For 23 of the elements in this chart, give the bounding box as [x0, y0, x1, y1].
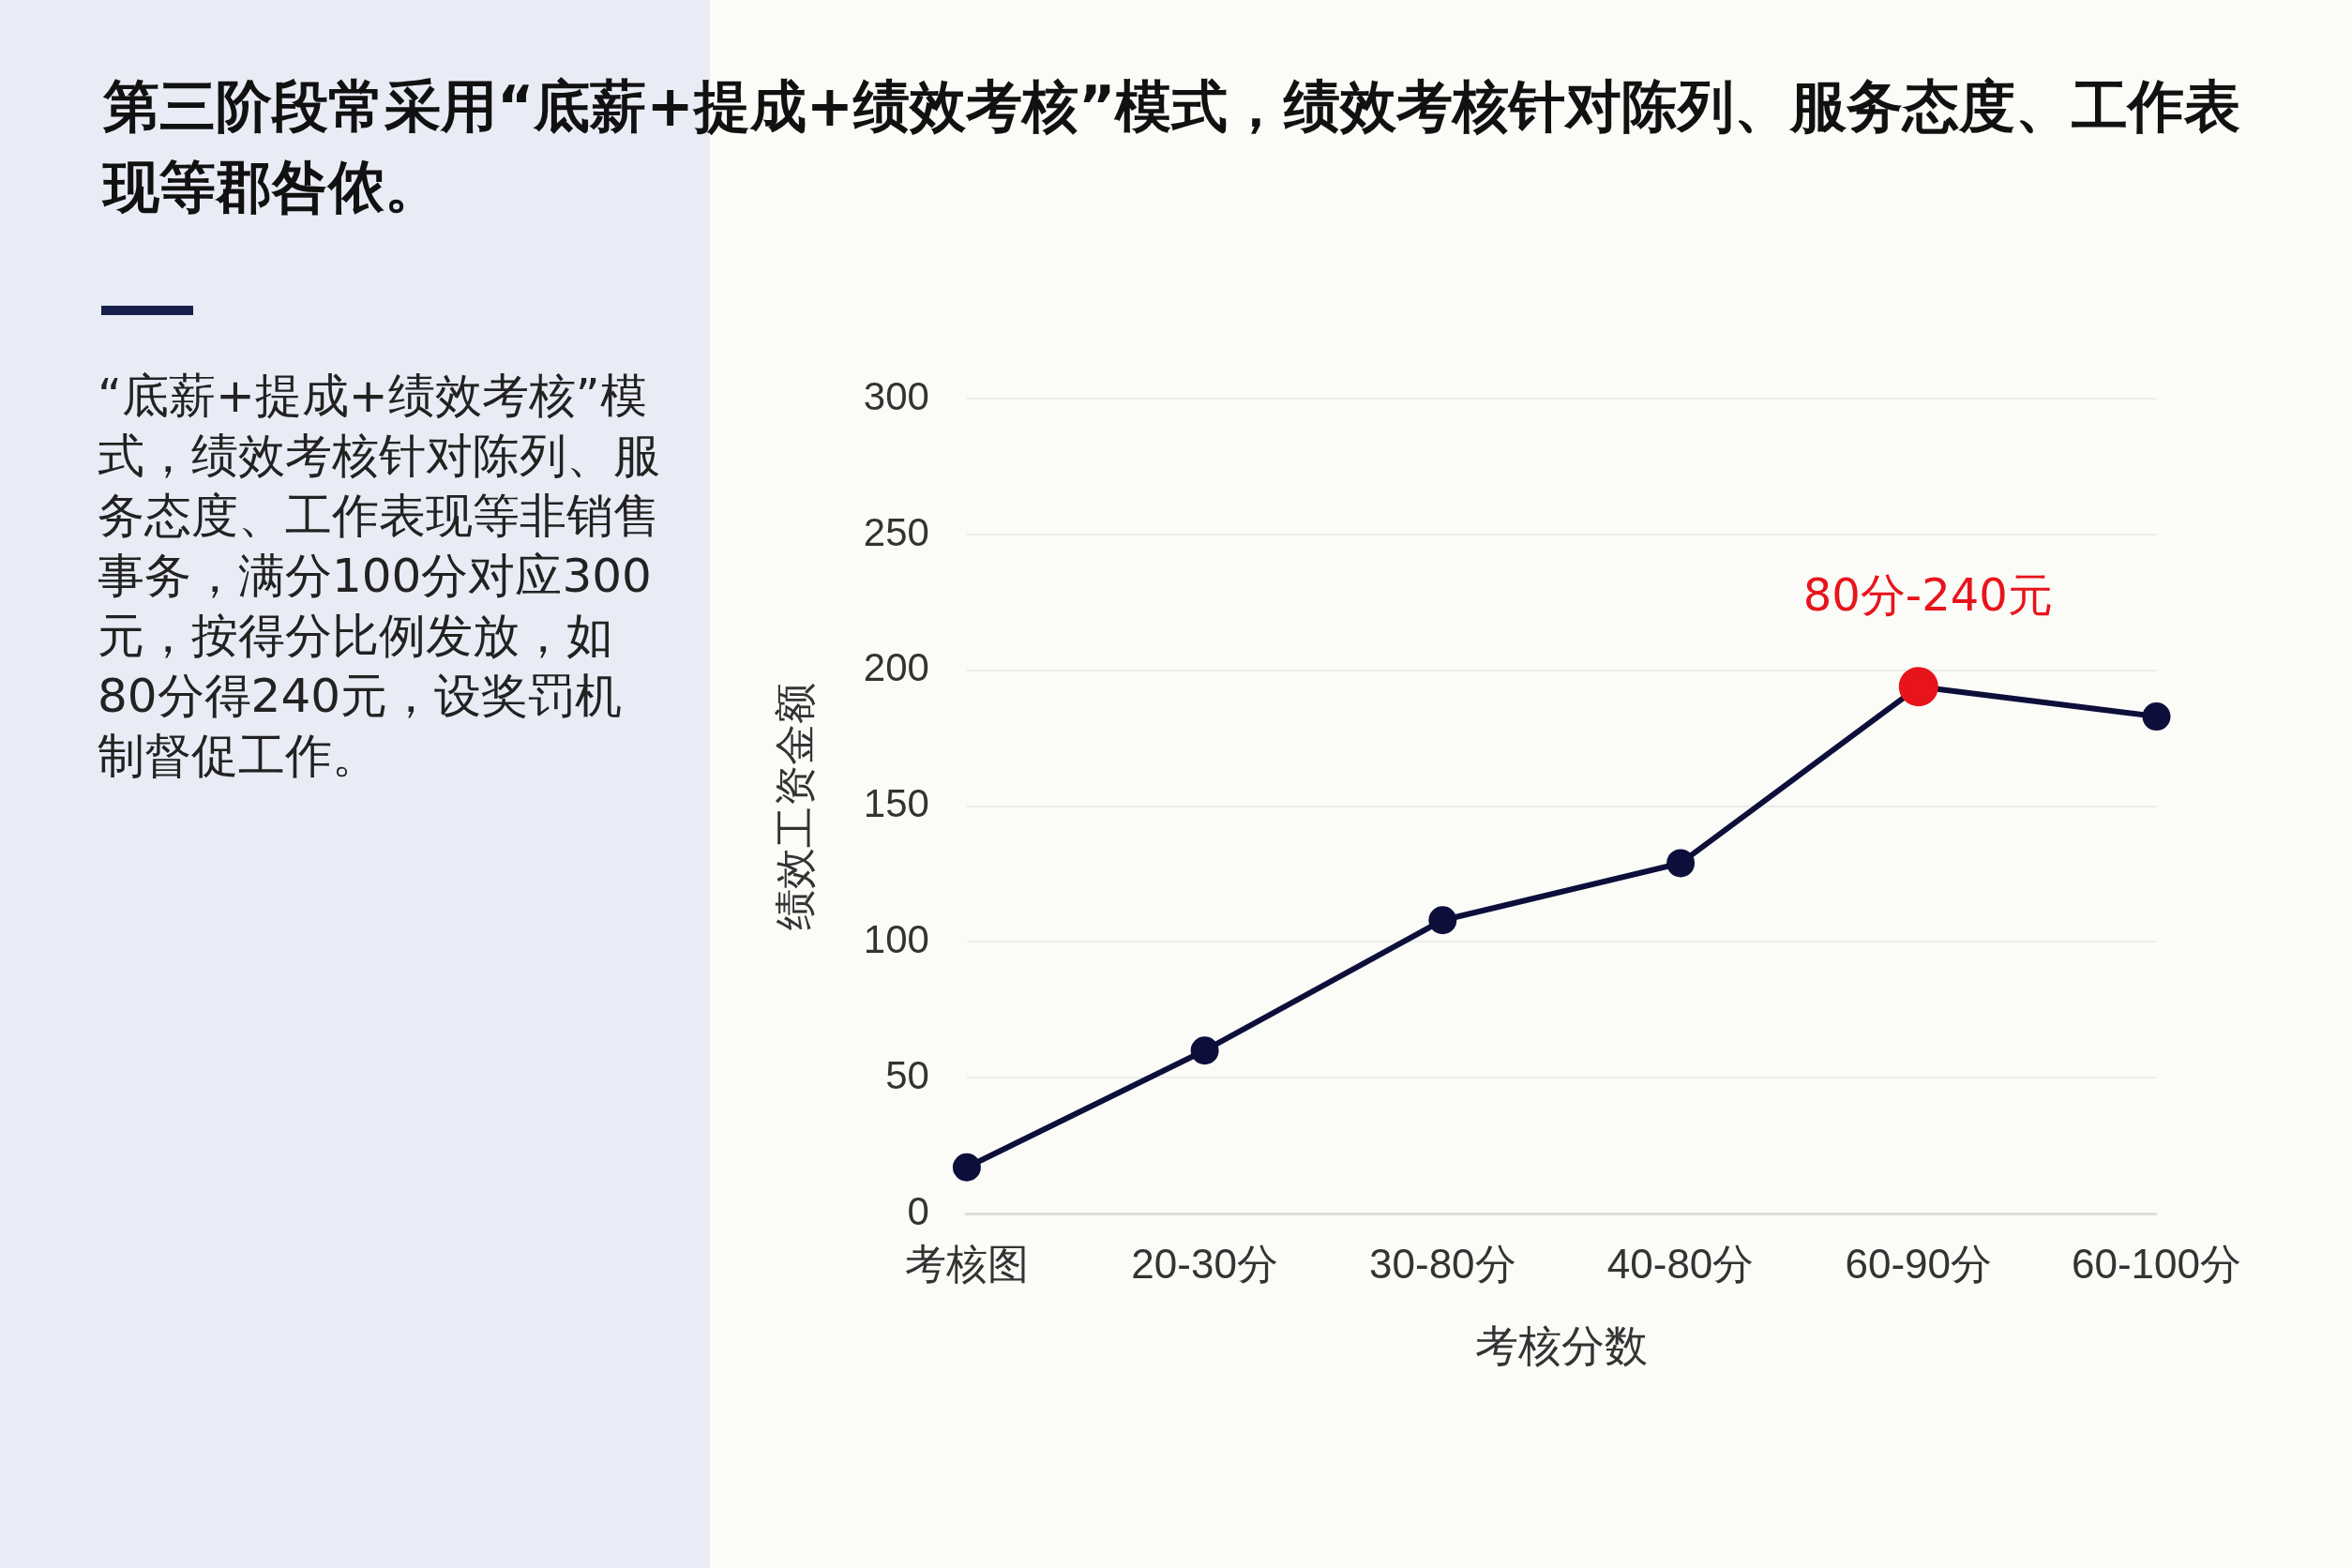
chart-title: 第三阶段常采用“底薪+提成+绩效考核”模式，绩效考核针对陈列、服务态度、工作表现等郡咎侬。	[103, 72, 2242, 221]
point	[1428, 906, 1457, 935]
point	[952, 1153, 981, 1182]
x-tick-label: 60-100分	[2071, 1240, 2241, 1287]
y-tick-label: 250	[863, 509, 929, 554]
y-tick-label: 0	[907, 1188, 929, 1233]
text: “底薪+提成+绩效考核”模式，绩效考核针对陈列、服务态度、工作表现等非销售事务，满分100分对应300元，按得分比例发放，如80分得240元，设奖罚机制督促工作。	[98, 368, 660, 785]
x-tick-label: 40-80分	[1606, 1240, 1755, 1287]
y-axis-title: 绩效工资金额	[771, 682, 818, 930]
y-tick-label: 50	[885, 1052, 929, 1097]
point	[2142, 702, 2171, 731]
y-tick-label: 300	[863, 373, 929, 418]
annotation: 80分-240元	[1802, 567, 2053, 621]
x-tick-label: 30-80分	[1369, 1240, 1516, 1287]
x-tick-label: 考核图	[904, 1240, 1029, 1287]
y-tick-label: 200	[863, 645, 929, 690]
point	[1666, 849, 1696, 878]
y-tick-label: 100	[863, 916, 929, 961]
x-axis-title: 考核分数	[1475, 1321, 1649, 1371]
point	[1190, 1036, 1219, 1065]
y-tick-label: 150	[863, 781, 929, 826]
x-tick-label: 20-30分	[1131, 1240, 1278, 1287]
x-tick-label: 60-90分	[1845, 1240, 1993, 1287]
